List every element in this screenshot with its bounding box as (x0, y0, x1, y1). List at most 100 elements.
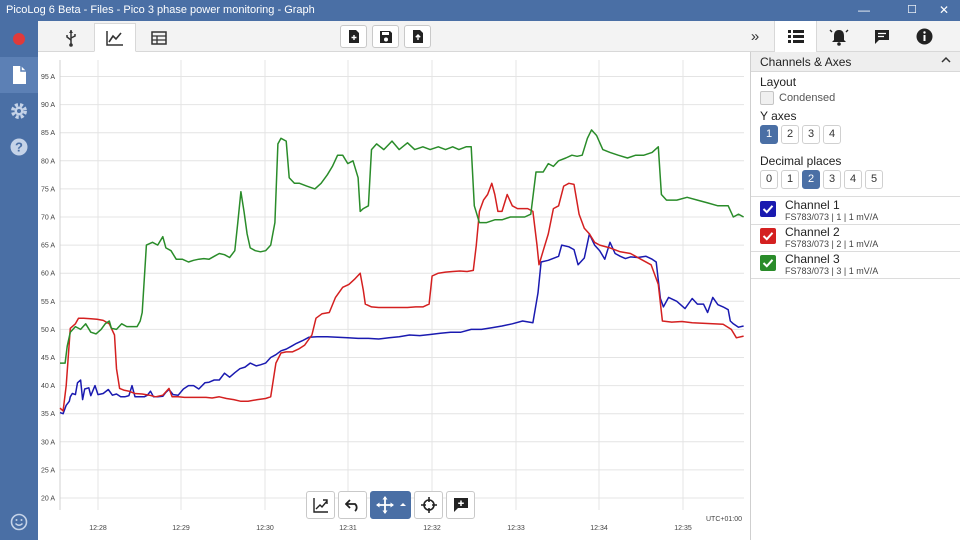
y-tick-label: 75 A (41, 186, 55, 193)
condensed-label: Condensed (779, 92, 836, 104)
pan-button[interactable] (370, 491, 411, 519)
new-file-icon (348, 29, 360, 44)
yaxes-option-1[interactable]: 1 (760, 125, 778, 144)
tab-devices[interactable] (50, 23, 92, 52)
window-title: PicoLog 6 Beta - Files - Pico 3 phase po… (6, 4, 315, 16)
add-note-button[interactable] (446, 491, 475, 519)
y-tick-label: 25 A (41, 467, 55, 474)
y-axis: 20 A 25 A 30 A 35 A 40 A 45 A 50 A 55 A 60 A 65 A… (41, 74, 55, 503)
collapse-panel-button[interactable]: » (750, 28, 760, 45)
x-tick-label: 12:32 (423, 525, 441, 532)
record-button[interactable] (0, 21, 38, 57)
decimal-option-4[interactable]: 4 (844, 170, 862, 189)
x-tick-label: 12:31 (339, 525, 357, 532)
settings-button[interactable] (0, 93, 38, 129)
channel-3-checkbox[interactable] (760, 255, 776, 271)
x-tick-label: 12:34 (590, 525, 608, 532)
save-button[interactable] (372, 25, 399, 48)
y-tick-label: 30 A (41, 439, 55, 446)
minimize-button[interactable]: — (858, 3, 870, 17)
decimal-option-2[interactable]: 2 (802, 170, 820, 189)
chart-grid (59, 60, 744, 510)
divider (751, 224, 960, 225)
decimal-option-3[interactable]: 3 (823, 170, 841, 189)
series-lines (59, 129, 744, 415)
files-button[interactable] (0, 57, 38, 93)
y-tick-label: 35 A (41, 411, 55, 418)
x-tick-label: 12:30 (256, 525, 274, 532)
panel-title: Channels & Axes (760, 55, 852, 69)
file-icon (11, 65, 27, 85)
chevron-up-icon[interactable] (941, 55, 951, 65)
divider (751, 251, 960, 252)
tab-channels[interactable] (774, 21, 817, 52)
notes-icon (874, 29, 890, 45)
yaxes-option-2[interactable]: 2 (781, 125, 799, 144)
tab-graph[interactable] (94, 23, 136, 52)
channel-2-checkbox[interactable] (760, 228, 776, 244)
export-file-icon (412, 29, 424, 44)
help-button[interactable]: ? (0, 129, 38, 165)
yaxes-label: Y axes (760, 109, 797, 123)
pan-icon (375, 496, 406, 514)
decimal-option-0[interactable]: 0 (760, 170, 778, 189)
y-tick-label: 70 A (41, 215, 55, 222)
series-line-channel-1 (59, 233, 744, 415)
x-axis: 12:28 12:29 12:30 12:31 12:32 12:33 12:34 12:35 (89, 525, 692, 532)
x-tick-label: 12:35 (674, 525, 692, 532)
save-icon (379, 30, 393, 44)
auto-fit-button[interactable] (306, 491, 335, 519)
channel-1-meta: FS783/073 | 1 | 1 mV/A (785, 212, 879, 222)
export-button[interactable] (404, 25, 431, 48)
right-toolbar: » (750, 21, 960, 52)
undo-icon (344, 498, 361, 512)
auto-fit-icon (312, 497, 329, 513)
undo-button[interactable] (338, 491, 367, 519)
record-icon (12, 32, 26, 46)
series-line-channel-2 (59, 182, 744, 412)
decimal-option-5[interactable]: 5 (865, 170, 883, 189)
list-icon (787, 30, 804, 43)
table-icon (151, 30, 167, 45)
y-tick-label: 60 A (41, 271, 55, 278)
channel-2-name[interactable]: Channel 2 (785, 225, 840, 239)
y-tick-label: 55 A (41, 299, 55, 306)
panel-header[interactable]: Channels & Axes (751, 52, 960, 72)
alarm-icon (829, 28, 849, 46)
y-tick-label: 20 A (41, 496, 55, 503)
timezone-label: UTC+01:00 (706, 516, 742, 523)
tab-notes[interactable] (860, 21, 903, 52)
tab-table[interactable] (138, 23, 180, 52)
condensed-checkbox[interactable] (760, 91, 774, 105)
usb-icon (64, 29, 78, 47)
channel-1-checkbox[interactable] (760, 201, 776, 217)
decimal-option-1[interactable]: 1 (781, 170, 799, 189)
maximize-button[interactable]: ☐ (907, 4, 917, 16)
channel-2-meta: FS783/073 | 2 | 1 mV/A (785, 239, 879, 249)
title-bar: PicoLog 6 Beta - Files - Pico 3 phase po… (0, 0, 960, 21)
y-tick-label: 65 A (41, 243, 55, 250)
crosshair-icon (420, 497, 437, 513)
y-tick-label: 95 A (41, 74, 55, 81)
y-tick-label: 50 A (41, 327, 55, 334)
channel-1-name[interactable]: Channel 1 (785, 198, 840, 212)
tab-alarms[interactable] (817, 21, 860, 52)
svg-text:?: ? (15, 140, 23, 155)
new-file-button[interactable] (340, 25, 367, 48)
channel-3-name[interactable]: Channel 3 (785, 252, 840, 266)
graph-area[interactable]: 20 A 25 A 30 A 35 A 40 A 45 A 50 A 55 A 60 A 65 A… (38, 52, 750, 540)
y-tick-label: 90 A (41, 102, 55, 109)
channels-panel: Channels & Axes Layout Condensed Y axes … (750, 52, 960, 540)
tab-info[interactable] (903, 21, 946, 52)
close-button[interactable]: ✕ (938, 3, 950, 17)
yaxes-option-4[interactable]: 4 (823, 125, 841, 144)
help-icon: ? (10, 138, 28, 156)
chart[interactable]: 20 A 25 A 30 A 35 A 40 A 45 A 50 A 55 A 60 A 65 A… (38, 52, 750, 540)
y-tick-label: 80 A (41, 158, 55, 165)
yaxes-option-3[interactable]: 3 (802, 125, 820, 144)
feedback-button[interactable] (0, 504, 38, 540)
crosshair-button[interactable] (414, 491, 443, 519)
info-icon (916, 28, 933, 45)
layout-label: Layout (760, 75, 797, 89)
divider (751, 196, 960, 197)
